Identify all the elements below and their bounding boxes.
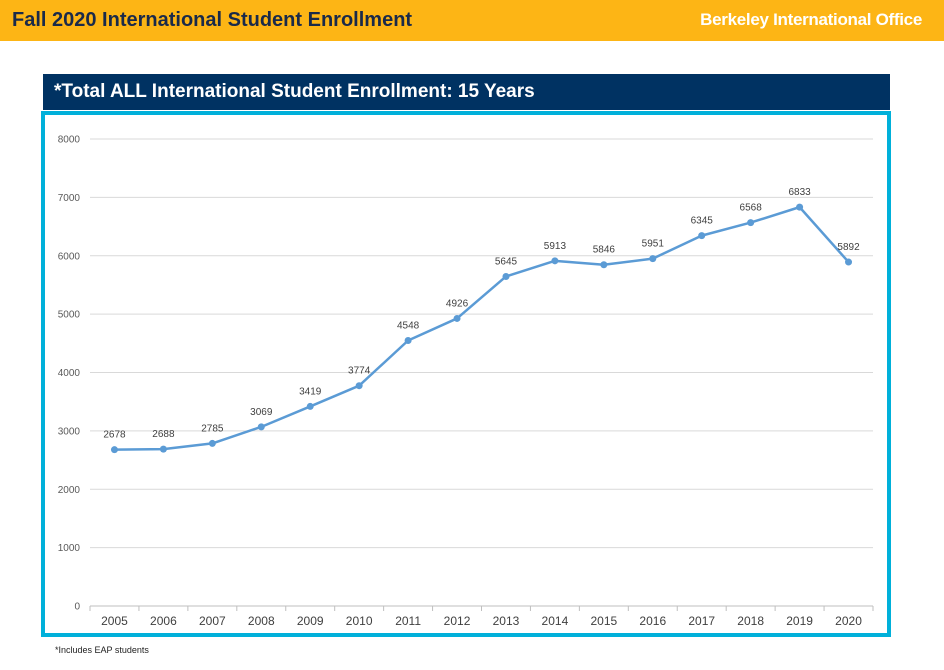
y-tick-label: 4000: [58, 368, 81, 379]
data-label: 3774: [348, 366, 371, 377]
y-tick-label: 2000: [58, 485, 81, 496]
x-tick-label: 2016: [639, 614, 666, 628]
data-point: [453, 314, 461, 322]
data-point: [600, 261, 608, 269]
x-tick-label: 2010: [346, 614, 373, 628]
data-label: 6345: [691, 216, 714, 227]
y-tick-label: 6000: [58, 251, 81, 262]
data-point: [355, 382, 363, 390]
data-label: 5892: [837, 242, 860, 253]
x-tick-label: 2007: [199, 614, 226, 628]
chart-title: *Total ALL International Student Enrollm…: [54, 81, 535, 102]
x-tick-label: 2012: [444, 614, 471, 628]
x-tick-label: 2018: [737, 614, 764, 628]
data-point: [796, 203, 804, 211]
x-tick-label: 2014: [542, 614, 569, 628]
y-tick-label: 1000: [58, 543, 81, 554]
x-tick-label: 2017: [688, 614, 715, 628]
x-tick-label: 2013: [493, 614, 520, 628]
data-label: 5645: [495, 256, 518, 267]
page-title: Fall 2020 International Student Enrollme…: [12, 9, 413, 31]
data-label: 4926: [446, 298, 469, 309]
data-point: [649, 255, 657, 263]
x-tick-label: 2009: [297, 614, 324, 628]
data-label: 2678: [103, 430, 126, 441]
data-point: [551, 257, 559, 265]
data-label: 6568: [740, 203, 763, 214]
footnote: *Includes EAP students: [55, 645, 149, 655]
data-point: [159, 445, 167, 453]
chart-header: *Total ALL International Student Enrollm…: [43, 74, 890, 110]
y-tick-label: 0: [74, 602, 80, 613]
data-point: [404, 337, 412, 345]
data-point: [306, 402, 314, 410]
data-label: 3419: [299, 386, 322, 397]
data-label: 5951: [642, 239, 665, 250]
series-line: [114, 205, 850, 451]
x-tick-label: 2006: [150, 614, 177, 628]
y-tick-label: 3000: [58, 426, 81, 437]
brand-logo-text: Berkeley International Office: [700, 10, 922, 29]
data-label: 5846: [593, 245, 616, 256]
data-label: 5913: [544, 241, 567, 252]
y-tick-label: 7000: [58, 193, 81, 204]
x-tick-label: 2015: [590, 614, 617, 628]
data-label: 3069: [250, 407, 273, 418]
x-tick-label: 2008: [248, 614, 275, 628]
y-tick-label: 8000: [58, 135, 81, 146]
data-point: [208, 439, 216, 447]
x-tick-label: 2019: [786, 614, 813, 628]
x-tick-label: 2020: [835, 614, 862, 628]
data-label: 4548: [397, 321, 420, 332]
y-tick-label: 5000: [58, 310, 81, 321]
data-point: [698, 232, 706, 240]
data-point: [747, 219, 755, 227]
data-label: 6833: [788, 187, 811, 198]
data-point: [845, 258, 853, 266]
data-label: 2688: [152, 429, 175, 440]
data-point: [502, 272, 510, 280]
data-point: [257, 423, 265, 431]
data-point: [110, 446, 118, 454]
x-tick-label: 2011: [395, 614, 421, 628]
data-label: 2785: [201, 423, 224, 434]
x-tick-label: 2005: [101, 614, 128, 628]
top-banner: Fall 2020 International Student Enrollme…: [0, 0, 944, 41]
